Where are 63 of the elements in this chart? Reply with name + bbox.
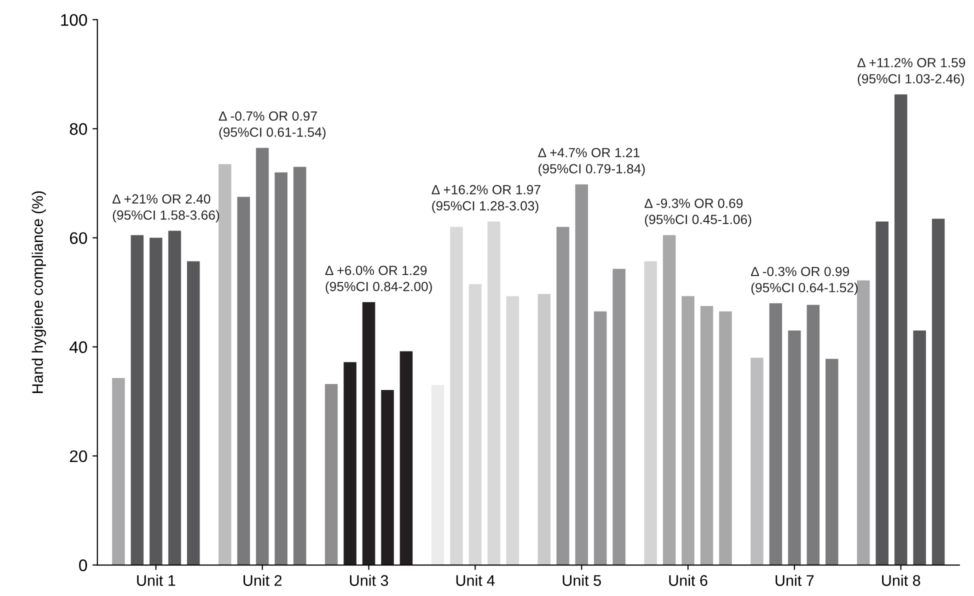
bar — [112, 378, 125, 566]
bar — [488, 221, 500, 566]
annotation: Δ +16.2% OR 1.97 (95%CI 1.28-3.03) — [432, 185, 540, 214]
bar — [237, 196, 250, 566]
y-tick-label: 60 — [70, 232, 88, 244]
annotation: Δ +21% OR 2.40 (95%CI 1.58-3.66) — [112, 194, 220, 222]
bar — [806, 304, 820, 566]
annotation: Δ +11.2% OR 1.59 (95%CI 1.03-2.46) — [857, 58, 966, 86]
bar — [612, 268, 626, 566]
bar — [556, 226, 570, 566]
annotation: Δ -0.7% OR 0.97 (95%CI 0.61-1.54) — [218, 111, 326, 140]
bar — [788, 330, 801, 566]
x-tick-label: Unit 3 — [350, 574, 388, 586]
bar — [506, 296, 520, 566]
x-tick-label: Unit 8 — [882, 574, 920, 586]
bar — [168, 230, 182, 566]
bar — [719, 311, 732, 566]
x-tick-label: Unit 2 — [244, 574, 282, 586]
bar — [932, 218, 945, 566]
annotation: Δ -9.3% OR 0.69 (95%CI 0.45-1.06) — [644, 198, 752, 227]
bar — [293, 166, 306, 566]
bar — [857, 280, 870, 566]
x-tick-label: Unit 7 — [776, 574, 814, 586]
annotation: Δ -0.3% OR 0.99 (95%CI 0.64-1.52) — [750, 266, 858, 295]
bar — [538, 294, 551, 566]
bar — [769, 303, 782, 566]
y-axis-title: Hand hygiene compliance (%) — [32, 191, 46, 393]
bar — [913, 330, 926, 566]
bar — [218, 164, 232, 566]
y-tick-label: 40 — [70, 341, 88, 354]
bar — [150, 238, 162, 566]
bar — [400, 351, 413, 566]
y-tick-label: 20 — [70, 450, 88, 462]
bar — [431, 385, 444, 566]
annotation: Δ +4.7% OR 1.21 (95%CI 0.79-1.84) — [538, 148, 645, 176]
bar — [662, 235, 676, 566]
bar — [894, 94, 908, 566]
bar — [594, 311, 607, 566]
bar — [700, 306, 714, 566]
bar — [826, 358, 838, 566]
y-tick-label: 0 — [79, 559, 88, 572]
bar — [274, 172, 288, 566]
x-tick-label: Unit 1 — [137, 574, 176, 586]
bar — [876, 221, 889, 566]
y-tick-label: 100 — [61, 14, 88, 26]
bar — [130, 235, 144, 566]
bar — [344, 362, 356, 566]
bar — [381, 390, 394, 566]
bar — [362, 302, 376, 566]
bar — [256, 148, 269, 566]
x-tick-label: Unit 5 — [562, 574, 601, 586]
bar — [187, 261, 200, 566]
x-tick-label: Unit 4 — [456, 574, 495, 586]
bar — [450, 226, 463, 566]
bar — [468, 284, 482, 566]
bar — [682, 296, 694, 566]
bar — [750, 358, 764, 566]
bar — [575, 184, 588, 566]
annotation: Δ +6.0% OR 1.29 (95%CI 0.84-2.00) — [325, 266, 432, 294]
bar — [644, 261, 657, 566]
bar — [324, 384, 338, 566]
y-tick-label: 80 — [70, 123, 88, 135]
x-tick-label: Unit 6 — [669, 574, 708, 586]
